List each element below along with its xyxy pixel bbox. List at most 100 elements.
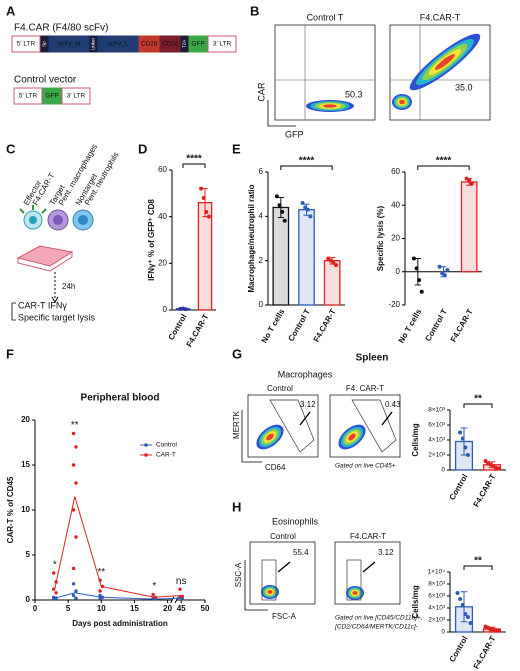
y-axis-label: IFNγ⁺ % of GFP⁺ CD8 bbox=[147, 199, 156, 281]
time-label: 24h bbox=[62, 282, 75, 291]
data-point bbox=[463, 612, 468, 616]
significance-bracket bbox=[463, 565, 493, 570]
data-point bbox=[274, 194, 279, 199]
data-point bbox=[183, 307, 188, 312]
car-receptor bbox=[19, 205, 47, 214]
construct-element-label: Linker bbox=[91, 37, 96, 50]
population-title: Eosinophils bbox=[272, 516, 319, 526]
density bbox=[348, 433, 356, 441]
construct-element bbox=[11, 35, 41, 53]
y-tick-label: 40 bbox=[158, 212, 167, 221]
panel-label: C bbox=[6, 141, 16, 156]
axis-arrow bbox=[244, 560, 268, 611]
gate bbox=[269, 399, 315, 453]
data-point bbox=[277, 203, 282, 208]
plot-frame bbox=[247, 394, 319, 458]
construct-element-label: CD3ζ bbox=[162, 41, 178, 48]
construct-element bbox=[159, 35, 181, 53]
cell-nucleus bbox=[78, 215, 88, 225]
data-point bbox=[331, 260, 336, 265]
construct-element-label: 5' LTR bbox=[17, 41, 36, 48]
x-tick-label: 45 bbox=[177, 604, 186, 613]
data-point bbox=[437, 264, 442, 269]
construct-element bbox=[42, 87, 62, 105]
significance-label: **** bbox=[299, 156, 315, 167]
y-tick-label: 5 bbox=[26, 550, 31, 559]
arrow-head bbox=[51, 296, 59, 303]
significance-bracket bbox=[463, 403, 493, 408]
data-point bbox=[180, 597, 185, 601]
y-tick-label: 4×10³ bbox=[428, 605, 446, 612]
construct-element-label: T2A bbox=[182, 40, 187, 48]
construct-element-label: GFP bbox=[191, 41, 204, 48]
arrow bbox=[381, 411, 393, 426]
data-point bbox=[71, 508, 76, 512]
data-point bbox=[71, 463, 76, 467]
data-point bbox=[54, 580, 58, 584]
tissue-title: Spleen bbox=[356, 353, 389, 364]
gate-value: 55.4 bbox=[293, 548, 309, 557]
construct-element-label: 3' LTR bbox=[67, 93, 86, 100]
data-point bbox=[463, 445, 468, 450]
data-point bbox=[151, 592, 155, 597]
axis-label: CAR bbox=[256, 82, 266, 102]
y-tick-label: 0 bbox=[26, 595, 31, 604]
plot-frame bbox=[249, 541, 316, 605]
data-point bbox=[417, 278, 422, 283]
data-point bbox=[483, 459, 488, 463]
construct-element-label: scFv_L bbox=[108, 41, 129, 48]
density bbox=[399, 99, 405, 105]
y-tick-label: 20 bbox=[158, 258, 167, 267]
construct-element-label: scFv_H bbox=[58, 41, 80, 48]
panel-label: E bbox=[232, 141, 241, 156]
data-point bbox=[303, 205, 308, 210]
y-tick-label: 2 bbox=[259, 256, 264, 265]
y-tick-label: 0 bbox=[441, 467, 445, 474]
data-point bbox=[282, 218, 287, 223]
data-point bbox=[334, 263, 339, 268]
column-label: F4.CAR-T bbox=[350, 532, 386, 541]
cell-nucleus bbox=[29, 216, 37, 224]
axis-arrow bbox=[267, 100, 296, 127]
data-point bbox=[328, 258, 333, 263]
panel-label: B bbox=[250, 3, 259, 18]
construct-element-label: 5' LTR bbox=[19, 93, 38, 100]
density bbox=[266, 433, 274, 441]
y-tick-label: 6×10³ bbox=[428, 593, 446, 600]
readout: Specific target lysis bbox=[18, 312, 96, 322]
gate-value: 50.3 bbox=[345, 89, 363, 99]
panel-label: G bbox=[232, 346, 242, 361]
significance-label: ** bbox=[71, 420, 79, 431]
data-point bbox=[455, 591, 460, 595]
y-tick-label: 60 bbox=[158, 165, 167, 174]
density bbox=[352, 591, 358, 595]
significance-label: ** bbox=[474, 556, 482, 567]
bar bbox=[197, 202, 213, 311]
data-point bbox=[153, 595, 158, 599]
significance-bracket bbox=[182, 163, 206, 168]
significance-label: * bbox=[53, 560, 57, 571]
y-tick-label: 2×10³ bbox=[428, 617, 446, 624]
data-point bbox=[419, 289, 424, 294]
data-point bbox=[458, 597, 463, 601]
chart-title: Peripheral blood bbox=[81, 393, 160, 404]
gating-note: Gated on live [CD45/CD11b]+, bbox=[335, 615, 423, 622]
construct-element bbox=[97, 35, 139, 53]
y-tick-label: 4 bbox=[259, 211, 264, 220]
construct-element-label: 3' LTR bbox=[213, 41, 232, 48]
construct-element-label: CD28 bbox=[141, 41, 158, 48]
x-tick-label: 20 bbox=[163, 604, 172, 613]
data-point bbox=[496, 466, 501, 471]
y-axis-label: Specific lysis (%) bbox=[376, 205, 385, 271]
density bbox=[323, 104, 337, 108]
y-tick-label: 20 bbox=[21, 415, 30, 424]
x-tick-label: 0 bbox=[33, 604, 38, 613]
construct-element bbox=[138, 35, 160, 53]
plot-frame bbox=[274, 24, 376, 121]
data-point bbox=[71, 566, 76, 571]
plot-frame bbox=[389, 24, 491, 121]
data-point bbox=[74, 481, 78, 485]
plot-frame bbox=[334, 541, 401, 605]
y-axis-label: Macrophage/neutrophil ratio bbox=[247, 184, 256, 292]
significance-bracket bbox=[417, 165, 470, 170]
